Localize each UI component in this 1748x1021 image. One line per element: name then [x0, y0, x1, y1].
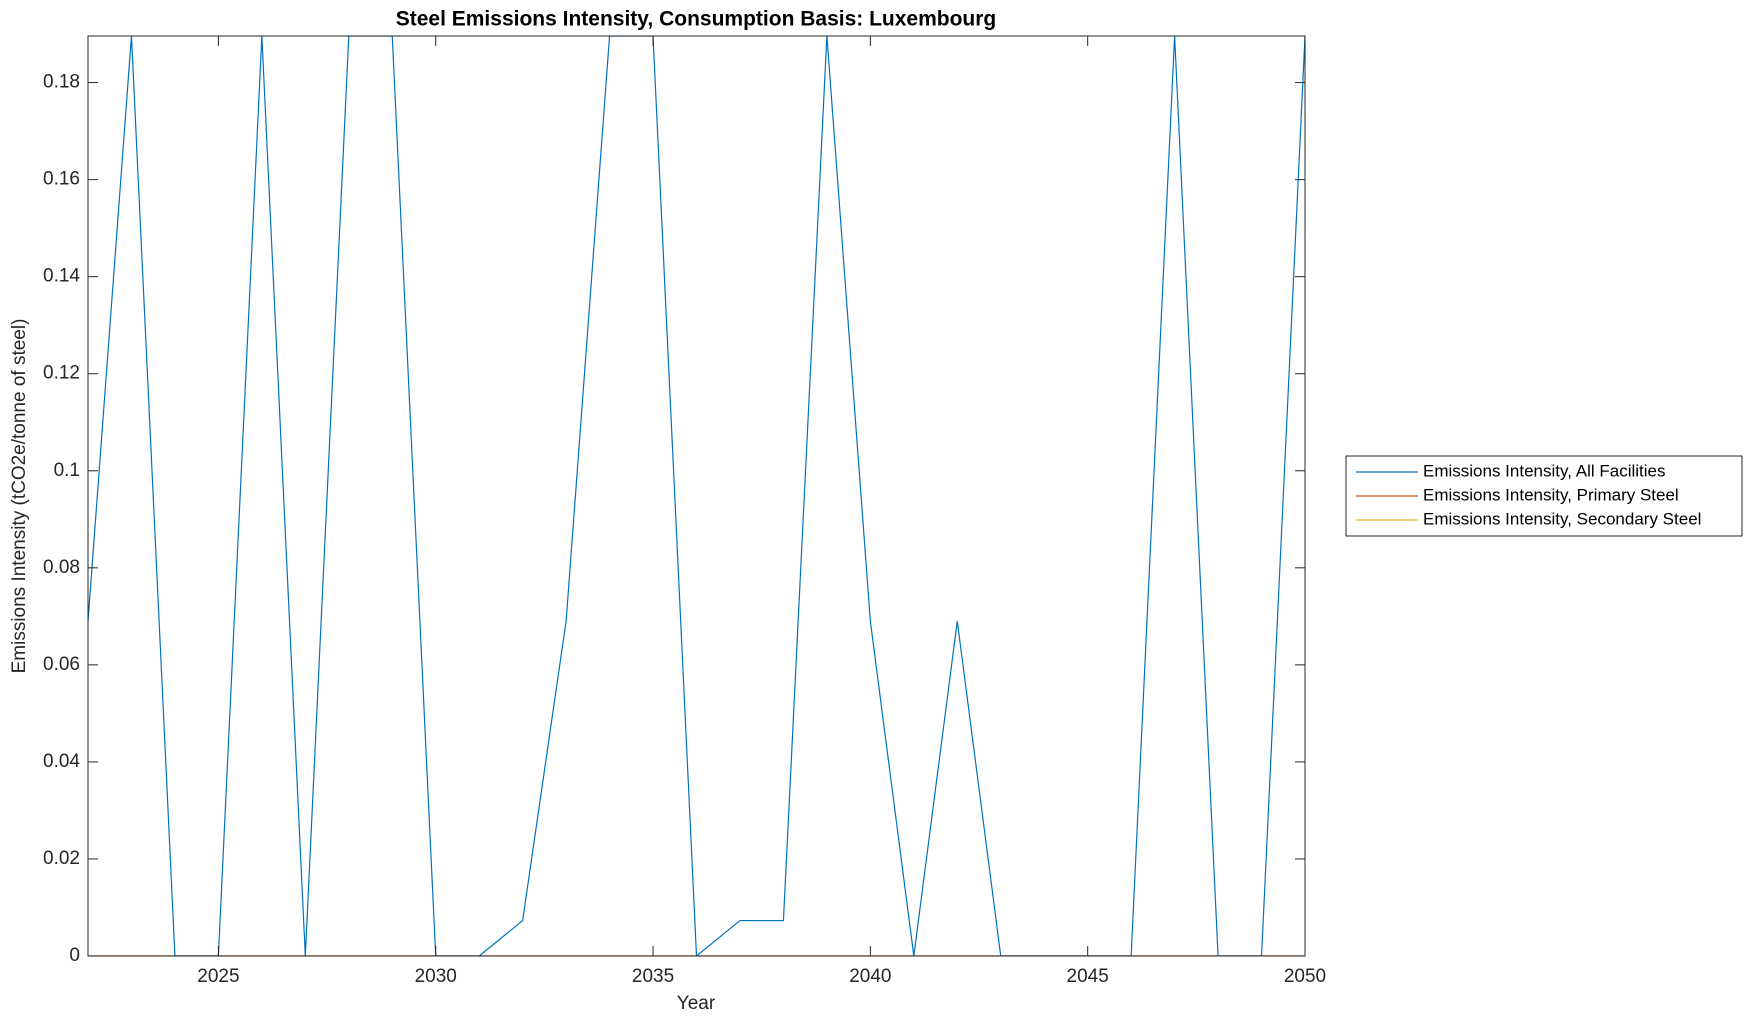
y-tick-label: 0.18: [43, 72, 80, 93]
y-axis-label: Emissions Intensity (tCO2e/tonne of stee…: [9, 319, 30, 674]
legend-label: Emissions Intensity, Secondary Steel: [1423, 509, 1701, 528]
y-tick-label: 0.08: [43, 557, 80, 578]
x-tick-label: 2045: [1067, 966, 1109, 987]
plot-area: [88, 36, 1305, 956]
y-tick-label: 0.14: [43, 266, 80, 287]
y-tick-label: 0.04: [43, 751, 80, 772]
series-line: [88, 36, 1305, 956]
y-tick-label: 0.02: [43, 848, 80, 869]
x-tick-label: 2050: [1284, 966, 1326, 987]
x-tick-label: 2025: [197, 966, 239, 987]
chart-title: Steel Emissions Intensity, Consumption B…: [396, 8, 997, 31]
x-tick-label: 2040: [849, 966, 891, 987]
x-tick-label: 2035: [632, 966, 674, 987]
y-tick-label: 0.06: [43, 654, 80, 675]
legend-label: Emissions Intensity, Primary Steel: [1423, 485, 1679, 504]
y-tick-label: 0.1: [54, 460, 80, 481]
y-tick-label: 0.12: [43, 363, 80, 384]
x-tick-label: 2030: [415, 966, 457, 987]
legend-label: Emissions Intensity, All Facilities: [1423, 461, 1665, 480]
x-axis-label: Year: [677, 993, 716, 1014]
axes-box: [87, 35, 1306, 957]
y-tick-label: 0: [69, 945, 80, 966]
y-tick-label: 0.16: [43, 169, 80, 190]
legend-box: [1345, 455, 1743, 537]
